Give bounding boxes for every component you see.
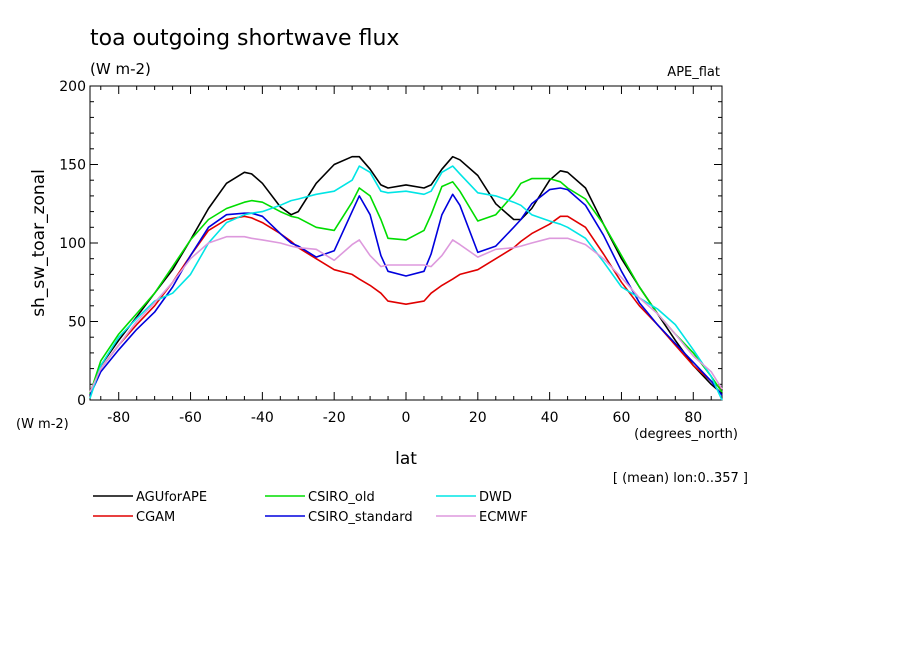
chart-title: toa outgoing shortwave flux — [90, 26, 399, 51]
x-tick-label: 20 — [469, 410, 487, 426]
legend-label: CSIRO_standard — [308, 510, 413, 525]
legend-label: CGAM — [136, 510, 175, 525]
series-line-CGAM — [89, 215, 723, 393]
x-tick-label: -80 — [107, 410, 130, 426]
legend-label: AGUforAPE — [136, 490, 207, 505]
legend: AGUforAPE CSIRO_old DWD CGAM CSIRO_standard E… — [93, 490, 528, 525]
x-axis-units: (degrees_north) — [634, 427, 738, 442]
y-axis-label: sh_sw_toar_zonal — [29, 169, 49, 317]
x-tick-label: -20 — [323, 410, 346, 426]
series-line-ECMWF — [89, 235, 723, 393]
plot-area: -80 -60 -40 -20 0 20 40 60 80 0 50 100 150 200 — [59, 79, 723, 426]
series-line-CSIRO_old — [89, 177, 723, 394]
x-tick-label: 60 — [613, 410, 631, 426]
chart-units: (W m-2) — [90, 60, 151, 78]
x-tick-label: 40 — [541, 410, 559, 426]
plot-frame — [89, 85, 723, 401]
y-tick-label: 200 — [59, 79, 86, 95]
y-tick-label: 100 — [59, 236, 86, 252]
legend-label: CSIRO_old — [308, 490, 375, 505]
model-label: APE_flat — [667, 65, 720, 80]
y-tick-label: 50 — [68, 315, 86, 331]
footnote: [ (mean) lon:0..357 ] — [613, 471, 748, 486]
legend-label: ECMWF — [479, 510, 528, 525]
y-tick-label: 150 — [59, 158, 86, 174]
x-axis-label: lat — [395, 449, 417, 469]
series-line-CSIRO_standard — [89, 187, 723, 396]
x-tick-label: -40 — [251, 410, 274, 426]
series-line-AGUforAPE — [89, 155, 723, 396]
x-tick-label: -60 — [179, 410, 202, 426]
y-axis-units: (W m-2) — [16, 417, 69, 432]
y-tick-label: 0 — [77, 393, 86, 409]
legend-label: DWD — [479, 490, 512, 505]
x-tick-label: 80 — [684, 410, 702, 426]
x-tick-label: 0 — [402, 410, 411, 426]
